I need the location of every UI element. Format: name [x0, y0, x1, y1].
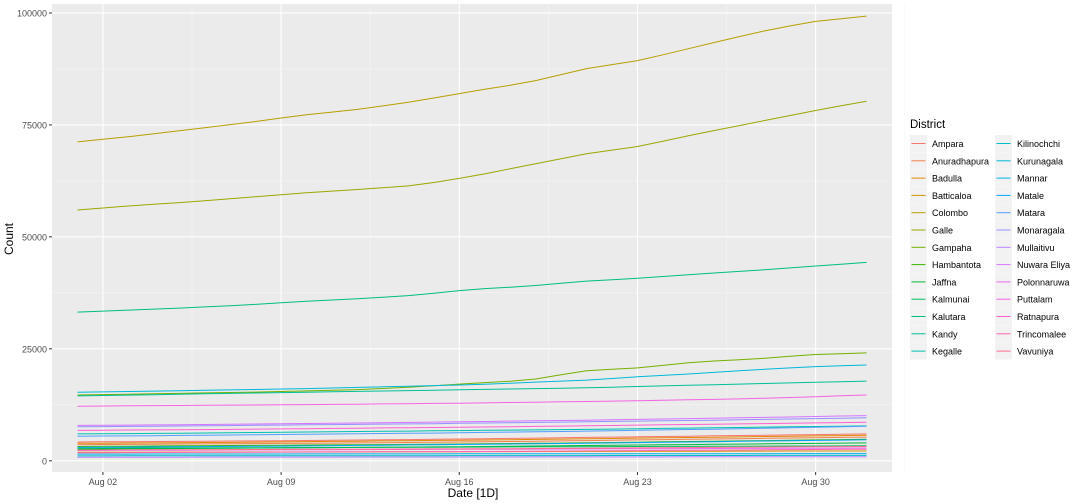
series-line-badulla	[77, 434, 867, 444]
legend-label: Kandy	[932, 329, 958, 339]
y-tick-label: 100000	[17, 8, 47, 18]
legend-label: Kalutara	[932, 312, 966, 322]
legend-label: Colombo	[932, 208, 968, 218]
x-tick-label: Aug 02	[89, 477, 118, 487]
x-axis-title: Date [1D]	[448, 486, 499, 500]
legend-label: Matara	[1017, 208, 1045, 218]
x-axis: Aug 02 Aug 09 Aug 16 Aug 23 Aug 30	[89, 472, 830, 487]
series-line-kurunagala	[77, 364, 867, 393]
y-tick-label: 0	[42, 456, 47, 466]
legend-label: Kegalle	[932, 347, 962, 357]
series-line-galle	[77, 100, 867, 211]
x-tick-label: Aug 23	[623, 477, 652, 487]
y-tick-label: 25000	[22, 344, 47, 354]
series-line-matara	[77, 425, 867, 437]
series-line-trincomalee	[77, 448, 867, 454]
legend-label: Batticaloa	[932, 191, 972, 201]
series-line-gampaha	[77, 352, 867, 396]
series-line-mullaitivu	[77, 456, 867, 458]
legend-label: Jaffna	[932, 277, 956, 287]
x-tick-label: Aug 16	[445, 477, 474, 487]
legend-label: Gampaha	[932, 243, 972, 253]
legend-label: Kalmunai	[932, 295, 970, 305]
y-tick-label: 50000	[22, 232, 47, 242]
y-tick-label: 75000	[22, 120, 47, 130]
series-line-ampara	[77, 433, 867, 443]
legend-label: Badulla	[932, 174, 962, 184]
series-line-colombo	[77, 15, 867, 143]
legend-label: Trincomalee	[1017, 329, 1066, 339]
series-line-puttalam	[77, 394, 867, 407]
x-tick-label: Aug 30	[801, 477, 830, 487]
legend-label: Kurunagala	[1017, 156, 1063, 166]
series-line-matale	[77, 439, 867, 448]
series-line-kalutara	[77, 261, 867, 313]
series-line-ratnapura	[77, 421, 867, 431]
legend-label: Monaragala	[1017, 226, 1065, 236]
series-line-monaragala	[77, 417, 867, 428]
legend-label: Galle	[932, 226, 953, 236]
legend-label: Mannar	[1017, 174, 1048, 184]
y-axis-title: Count	[2, 222, 16, 255]
series-line-kilinochchi	[77, 454, 867, 457]
series-line-kalmunai	[77, 445, 867, 449]
legend-label: Mullaitivu	[1017, 243, 1055, 253]
legend-label: Ratnapura	[1017, 312, 1059, 322]
series-line-anuradhapura	[77, 436, 867, 446]
legend-label: Matale	[1017, 191, 1044, 201]
legend-title: District	[910, 119, 946, 131]
series-line-kandy	[77, 380, 867, 397]
major-gridlines	[52, 4, 892, 472]
y-axis: 0 25000 50000 75000 100000	[17, 8, 52, 466]
legend-label: Vavuniya	[1017, 347, 1053, 357]
legend-label: Polonnaruwa	[1017, 277, 1070, 287]
legend-label: Ampara	[932, 139, 964, 149]
plot-panel	[52, 4, 892, 472]
legend-label: Puttalam	[1017, 295, 1053, 305]
series-line-mannar	[77, 453, 867, 455]
series-lines	[77, 15, 867, 458]
series-line-kegalle	[77, 425, 867, 435]
legend-label: Anuradhapura	[932, 156, 989, 166]
legend-label: Kilinochchi	[1017, 139, 1060, 149]
legend-label: Hambantota	[932, 260, 981, 270]
legend-label: Nuwara Eliya	[1017, 260, 1070, 270]
minor-gridlines	[52, 4, 906, 472]
legend: Ampara Anuradhapura Badulla Batticaloa Colom…	[910, 135, 1070, 360]
series-line-nuwara-eliya	[77, 415, 867, 426]
x-tick-label: Aug 09	[267, 477, 296, 487]
series-line-vavuniya	[77, 446, 867, 451]
